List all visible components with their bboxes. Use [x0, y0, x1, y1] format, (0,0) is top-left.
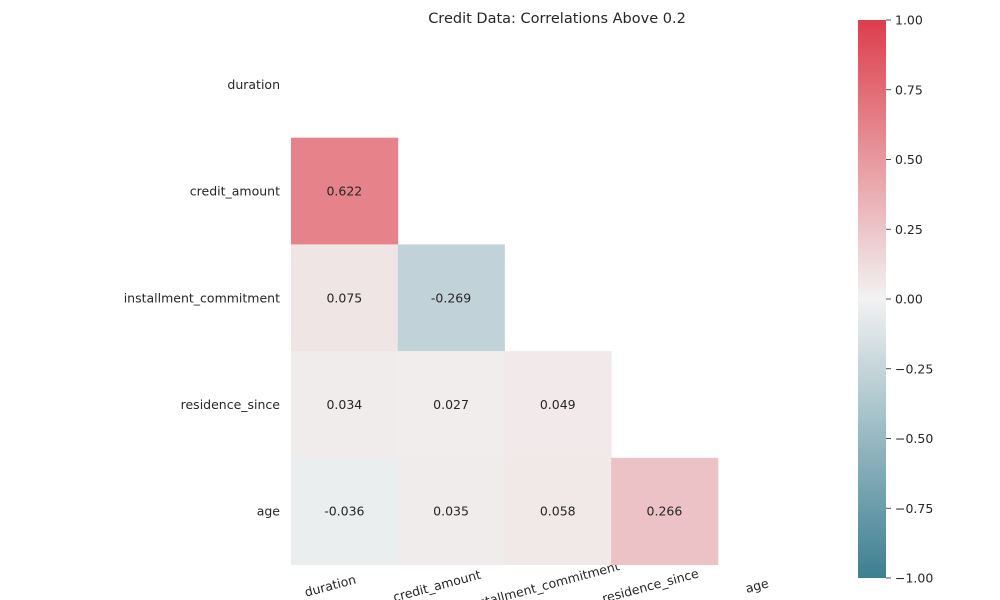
colorbar-tick-label: 0.75 — [895, 82, 923, 97]
y-tick-label-credit_amount: credit_amount — [190, 184, 280, 199]
heatmap-cell-residence_since-credit_amount — [397, 351, 505, 459]
colorbar-scale — [858, 20, 886, 578]
colorbar-tick-label: 1.00 — [895, 13, 923, 28]
colorbar-tick-label: −1.00 — [895, 571, 933, 586]
x-tick-label-credit_amount: credit_amount — [391, 567, 482, 600]
y-tick-label-age: age — [257, 504, 281, 519]
y-axis-tick-labels: duration credit_amount installment_commitm… — [124, 77, 281, 519]
colorbar-tick-label: −0.50 — [895, 431, 933, 446]
cell-value-label: 0.034 — [326, 397, 362, 412]
colorbar: 1.00 0.75 0.50 0.25 0.00 −0.25 −0.50 −0.75 −1.00 — [858, 13, 933, 586]
y-tick-label-installment_commitment: installment_commitment — [124, 290, 280, 305]
x-tick-label-duration: duration — [303, 572, 358, 600]
y-tick-label-residence_since: residence_since — [181, 397, 281, 412]
colorbar-ticks: 1.00 0.75 0.50 0.25 0.00 −0.25 −0.50 −0.75 −1.00 — [886, 13, 933, 586]
x-tick-label-age: age — [744, 575, 771, 596]
heatmap-cells: 0.622 0.075 -0.269 0.034 0.027 0.049 -0.036 0.0… — [291, 137, 719, 565]
heatmap-cell-age-duration — [291, 457, 399, 565]
cell-value-label: 0.266 — [647, 504, 683, 519]
heatmap-cell-residence_since-duration — [291, 351, 399, 459]
heatmap-cell-credit_amount-duration — [291, 137, 399, 245]
heatmap-cell-installment_commitment-credit_amount — [397, 244, 505, 352]
cell-value-label: 0.027 — [433, 397, 469, 412]
heatmap-cell-age-installment_commitment — [504, 457, 612, 565]
cell-value-label: 0.049 — [540, 397, 576, 412]
cell-value-label: -0.036 — [324, 504, 364, 519]
colorbar-tick-label: 0.50 — [895, 152, 923, 167]
chart-title: Credit Data: Correlations Above 0.2 — [428, 11, 686, 27]
heatmap-cell-age-credit_amount — [397, 457, 505, 565]
cell-value-label: 0.035 — [433, 504, 469, 519]
cell-value-label: -0.269 — [431, 290, 471, 305]
heatmap-cell-installment_commitment-duration — [291, 244, 399, 352]
colorbar-tick-label: 0.00 — [895, 292, 923, 307]
heatmap-cell-age-residence_since — [611, 457, 719, 565]
colorbar-tick-label: −0.25 — [895, 361, 933, 376]
cell-value-label: 0.075 — [326, 290, 362, 305]
cell-value-label: 0.058 — [540, 504, 576, 519]
y-tick-label-duration: duration — [227, 77, 280, 92]
colorbar-tick-label: 0.25 — [895, 222, 923, 237]
colorbar-tick-label: −0.75 — [895, 501, 933, 516]
heatmap-cell-residence_since-installment_commitment — [504, 351, 612, 459]
cell-value-label: 0.622 — [326, 184, 362, 199]
